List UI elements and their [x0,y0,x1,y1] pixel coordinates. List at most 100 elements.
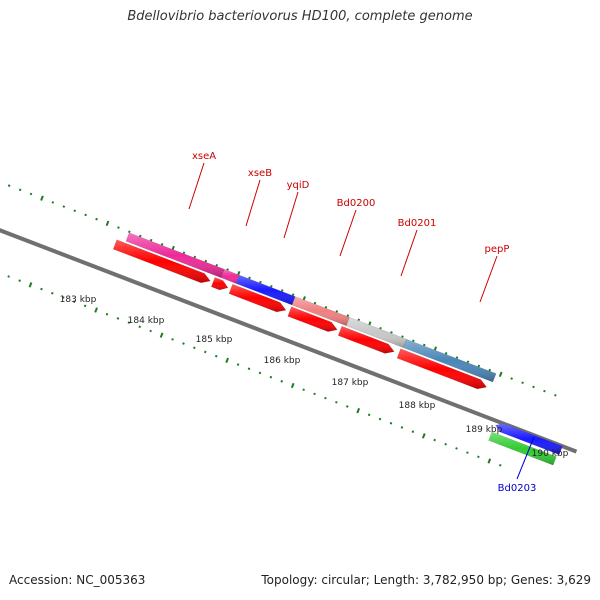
feature-cds-10 [228,283,287,313]
minor-tick [444,442,447,446]
scale-label: 183 kbp [60,295,97,305]
minor-tick [214,354,218,358]
major-tick [290,382,295,389]
gene-callouts: xseA xseB yqiD Bd0200 Bd0201 pepP Bd0203 [188,151,536,494]
callout-line [516,436,535,480]
minor-tick [248,276,251,280]
backbone-line [0,228,578,454]
minor-tick [193,255,197,259]
accession-text: Accession: NC_005363 [9,573,146,587]
minor-tick [498,463,502,467]
genome-backbone [0,228,578,454]
minor-tick [7,275,10,278]
minor-tick [280,380,284,383]
feature-cds-13 [396,348,488,390]
minor-tick [182,251,186,255]
minor-tick [203,350,207,354]
feature-cds-8 [112,239,211,284]
minor-tick [422,343,426,347]
minor-tick [324,396,327,400]
minor-tick [455,447,458,450]
minor-tick [138,234,142,238]
minor-tick [412,339,415,343]
scale-label: 187 kbp [332,378,369,388]
scale-label: 185 kbp [196,335,233,345]
minor-tick [379,326,382,330]
gene-label-xseb: xseB [248,168,272,179]
scale-label: 190 kbp [532,449,569,459]
minor-tick [7,184,11,187]
minor-tick [29,192,33,196]
minor-tick [477,364,481,368]
minor-tick [313,392,316,396]
minor-tick [269,375,273,379]
gene-label-pepp: pepP [485,244,510,255]
callout-line [245,179,261,227]
minor-tick [411,430,415,433]
minor-tick [390,331,393,334]
scale-label: 186 kbp [264,356,301,366]
minor-tick [128,230,131,234]
minor-tick [116,317,120,320]
minor-tick [127,321,131,324]
gene-label-bd0200: Bd0200 [337,198,376,209]
minor-tick [466,451,469,454]
minor-tick [117,226,120,229]
major-tick [225,357,229,364]
minor-tick [455,356,459,359]
callout-line [400,229,418,277]
gene-label-bd0201: Bd0201 [398,218,437,229]
minor-tick [61,296,65,299]
callout-line [479,255,498,303]
minor-tick [259,280,262,284]
minor-tick [346,314,350,317]
gene-label-yqid: yqiD [287,180,310,191]
minor-tick [378,417,382,421]
feature-cds-11 [287,306,338,332]
minor-tick [389,421,393,425]
minor-tick [95,217,98,221]
minor-tick [521,381,524,384]
minor-tick [149,238,153,242]
minor-tick [554,394,557,397]
minor-tick [510,377,513,380]
minor-tick [345,405,349,408]
minor-tick [335,310,339,313]
minor-tick [291,293,295,296]
major-tick [105,220,110,227]
minor-tick [18,188,22,192]
minor-tick [532,385,535,389]
minor-tick [367,413,371,417]
minor-tick [466,360,470,364]
minor-tick [160,243,164,246]
scale-labels: 183 kbp 184 kbp 185 kbp 186 kbp 187 kbp 188 k… [60,295,569,459]
minor-tick [313,301,317,305]
major-tick [159,332,164,338]
minor-tick [226,268,229,271]
minor-tick [247,367,251,371]
minor-tick [477,455,480,459]
minor-tick [138,325,142,329]
minor-tick [302,388,305,391]
minor-tick [488,368,492,372]
major-tick [487,458,492,464]
major-tick [356,407,361,414]
minor-tick [357,318,361,322]
callout-line [339,209,357,257]
minor-tick [324,305,328,309]
minor-tick [401,335,404,338]
feature-cds-12 [337,325,395,354]
gene-label-xsea: xseA [192,151,216,162]
minor-tick [400,426,404,429]
feature-bd0203 [488,431,557,466]
minor-tick [51,201,55,204]
minor-tick [204,259,208,263]
major-tick [421,433,426,439]
minor-tick [270,284,273,288]
minor-tick [215,264,219,267]
minor-tick [105,312,109,316]
minor-tick [444,352,448,355]
minor-tick [83,304,87,308]
minor-tick [171,338,174,341]
minor-tick [72,300,76,303]
